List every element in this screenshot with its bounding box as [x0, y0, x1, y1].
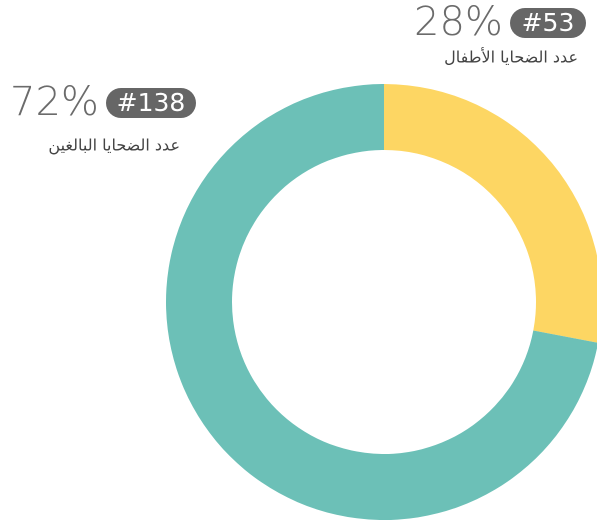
count-badge — [510, 8, 586, 38]
count-label: #53 — [522, 8, 575, 37]
percent-label: 28% — [414, 0, 503, 45]
percent-label: 72% — [10, 79, 99, 125]
count-label: #138 — [117, 88, 186, 117]
count-badge — [106, 88, 196, 118]
donut-segment — [166, 84, 597, 520]
category-label: عدد الضحايا الأطفال — [444, 47, 578, 67]
category-label: عدد الضحايا البالغين — [48, 136, 180, 156]
donut-segment — [384, 84, 597, 343]
